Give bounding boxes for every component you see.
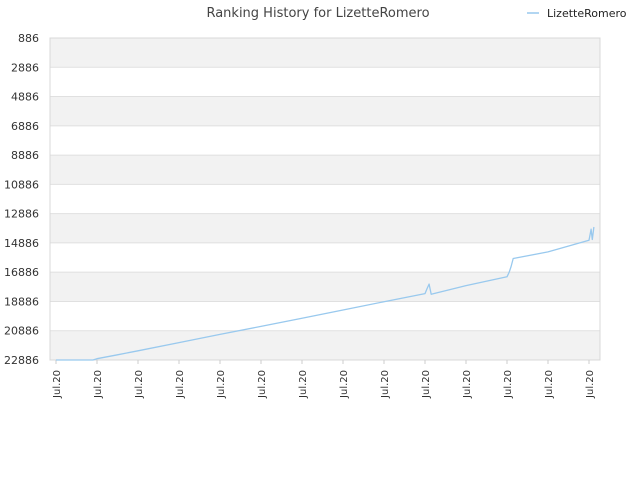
y-tick-label: 4886 <box>11 91 39 104</box>
plot-band <box>50 67 600 97</box>
y-tick-label: 20886 <box>4 325 39 338</box>
series-layer <box>56 226 595 361</box>
plot-frame <box>49 37 601 361</box>
x-tick-label: Jul.20 <box>257 370 268 399</box>
y-tick-label: 18886 <box>4 295 39 308</box>
y-tick-label: 8886 <box>11 149 39 162</box>
x-tick-label: Jul.20 <box>585 370 596 399</box>
x-tick-label: Jul.20 <box>216 370 227 399</box>
y-tick-label: 6886 <box>11 120 39 133</box>
y-tick-label: 14886 <box>4 237 39 250</box>
legend[interactable]: LizetteRomero <box>527 7 627 20</box>
grid-lines <box>50 37 600 361</box>
y-tick-label: 886 <box>18 32 39 45</box>
x-tick-label: Jul.20 <box>298 370 309 399</box>
plot-band <box>50 125 600 156</box>
plot-band <box>50 184 600 214</box>
x-tick-label: Jul.20 <box>462 370 473 399</box>
x-tick-label: Jul.20 <box>544 370 555 399</box>
plot-band <box>50 330 600 360</box>
y-tick-label: 12886 <box>4 208 39 221</box>
x-tick-label: Jul.20 <box>380 370 391 399</box>
series-line <box>56 226 595 361</box>
x-tick-label: Jul.20 <box>134 370 145 399</box>
x-tick-label: Jul.20 <box>421 370 432 399</box>
plot-band <box>50 38 600 68</box>
y-tick-label: 10886 <box>4 178 39 191</box>
chart-title: Ranking History for LizetteRomero <box>206 6 429 21</box>
x-tick-label: Jul.20 <box>52 370 63 399</box>
y-tick-label: 16886 <box>4 266 39 279</box>
x-tick-label: Jul.20 <box>175 370 186 399</box>
x-tick-label: Jul.20 <box>339 370 350 399</box>
plot-band <box>50 301 600 331</box>
y-axis-ticks: 886 2886 4886 6886 8886 10886 12886 14886 16886 1… <box>4 32 39 367</box>
y-tick-label: 2886 <box>11 61 39 74</box>
plot-bands <box>50 38 600 360</box>
plot-band <box>50 155 600 185</box>
plot-band <box>50 242 600 273</box>
x-axis-ticks: Jul.20 Jul.20 Jul.20 Jul.20 Jul.20 Jul.20 Jul.… <box>52 360 596 399</box>
plot-band <box>50 272 600 302</box>
x-tick-label: Jul.20 <box>93 370 104 399</box>
plot-band <box>50 213 600 243</box>
legend-label: LizetteRomero <box>547 7 627 20</box>
x-tick-label: Jul.20 <box>503 370 514 399</box>
plot-band <box>50 96 600 126</box>
y-tick-label: 22886 <box>4 354 39 367</box>
